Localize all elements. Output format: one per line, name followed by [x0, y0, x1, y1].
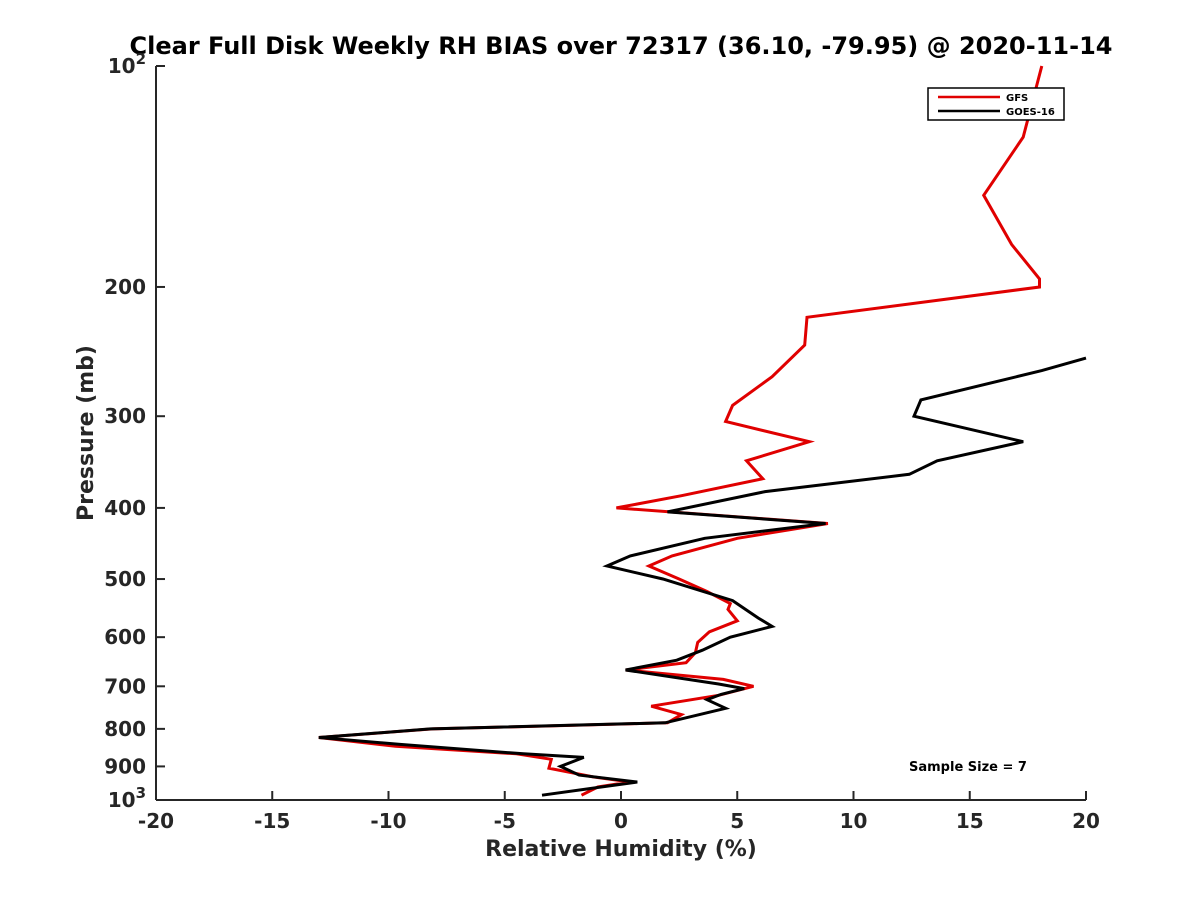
x-tick-label: -20 — [138, 809, 174, 833]
y-tick-label: 400 — [104, 496, 146, 520]
legend-label-goes16: GOES-16 — [1006, 107, 1055, 118]
x-axis-label: Relative Humidity (%) — [485, 837, 757, 862]
y-tick-label: 800 — [104, 717, 146, 741]
y-tick-label: 200 — [104, 275, 146, 299]
y-tick-label: 700 — [104, 674, 146, 698]
series-line-gfs — [318, 65, 1044, 797]
y-tick-label: 600 — [104, 625, 146, 649]
legend-label-gfs: GFS — [1006, 93, 1028, 104]
x-tick-label: 0 — [614, 809, 628, 833]
x-tick-label: 15 — [956, 809, 984, 833]
legend: GFS GOES-16 — [927, 87, 1065, 121]
y-axis-ticks: 102 200 300 400 500 600 700 800 900 103 — [104, 50, 165, 812]
y-tick-label: 900 — [104, 754, 146, 778]
x-axis-ticks: -20 -15 -10 -5 0 5 10 15 20 — [138, 791, 1100, 833]
sample-size-annotation: Sample Size = 7 — [909, 760, 1027, 775]
x-tick-label: 10 — [840, 809, 868, 833]
x-tick-label: -15 — [254, 809, 290, 833]
x-tick-label: 20 — [1072, 809, 1100, 833]
y-tick-label: 102 — [108, 50, 146, 78]
y-tick-label: 103 — [108, 784, 146, 812]
series-line-goes16 — [318, 356, 1087, 797]
chart-title: Clear Full Disk Weekly RH BIAS over 7231… — [130, 32, 1113, 60]
x-tick-label: -5 — [494, 809, 516, 833]
x-tick-label: -10 — [370, 809, 406, 833]
y-tick-label: 500 — [104, 567, 146, 591]
y-tick-label: 300 — [104, 404, 146, 428]
plot-area — [318, 65, 1087, 797]
legend-box — [927, 87, 1065, 121]
y-axis-label: Pressure (mb) — [74, 345, 99, 521]
x-tick-label: 5 — [730, 809, 744, 833]
